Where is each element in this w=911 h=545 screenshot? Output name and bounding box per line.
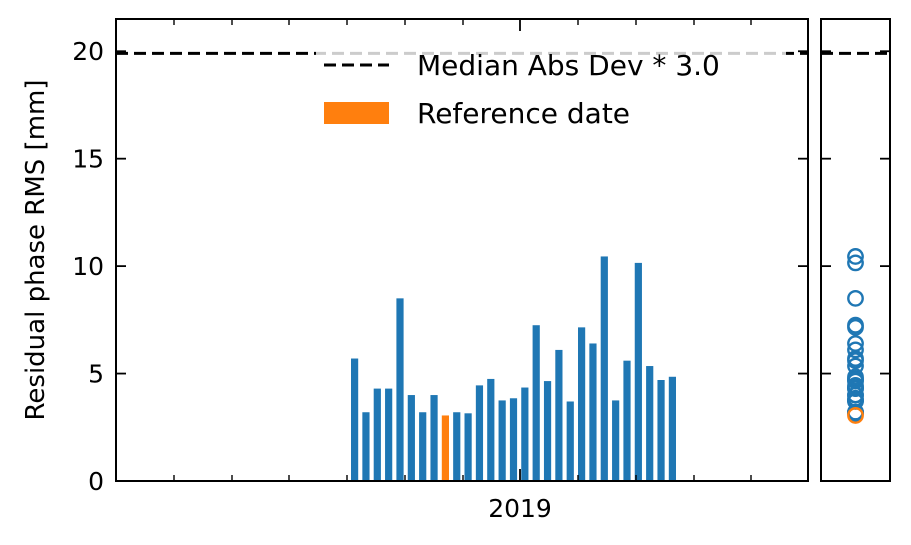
- y-tick-label: 0: [88, 467, 104, 496]
- bar: [657, 380, 665, 481]
- bar: [509, 398, 518, 481]
- bar: [453, 412, 461, 481]
- legend-background: [316, 40, 786, 135]
- scatter-point: [847, 289, 864, 307]
- bar: [362, 412, 370, 481]
- scatter-point: [847, 254, 864, 272]
- bar: [589, 343, 597, 481]
- legend-threshold-label: Median Abs Dev * 3.0: [417, 49, 720, 82]
- x-tick-label: 2019: [488, 494, 552, 523]
- bar: [385, 388, 393, 481]
- bar: [407, 395, 415, 481]
- y-axis-label: Residual phase RMS [mm]: [21, 80, 51, 421]
- bar: [612, 400, 620, 481]
- legend-reference-label: Reference date: [417, 97, 630, 130]
- y-tick-label: 15: [72, 145, 104, 174]
- bar: [521, 387, 529, 481]
- bar: [634, 262, 642, 481]
- scatter-point: [847, 248, 864, 265]
- bar: [419, 412, 427, 481]
- bar: [464, 413, 472, 481]
- bar: [487, 378, 495, 481]
- bar-reference: [441, 415, 449, 481]
- scatter-point: [847, 368, 864, 386]
- bar: [623, 360, 631, 481]
- bar: [600, 256, 608, 481]
- bar: [373, 388, 381, 481]
- bar: [396, 298, 404, 481]
- bar: [532, 325, 540, 481]
- legend: Median Abs Dev * 3.0 Reference date: [316, 40, 786, 135]
- scatter-point: [847, 341, 864, 359]
- bar: [578, 327, 586, 481]
- scatter-point: [847, 318, 864, 336]
- bar: [351, 358, 359, 481]
- y-tick-label: 5: [88, 360, 104, 389]
- scatter-point: [847, 352, 864, 370]
- scatter-point: [847, 335, 864, 352]
- side-plot-frame: [820, 18, 891, 482]
- bar: [498, 400, 506, 481]
- bar: [543, 381, 552, 481]
- bar: [566, 401, 574, 481]
- bar: [646, 366, 654, 481]
- main-plot-frame: [115, 18, 809, 482]
- y-tick-label: 10: [72, 252, 104, 281]
- legend-reference-swatch: [324, 102, 389, 124]
- scatter-point-reference: [847, 407, 864, 424]
- bar: [555, 349, 563, 481]
- axes: 0 5 10 15 20: [72, 18, 891, 496]
- y-tick-label: 20: [72, 37, 104, 66]
- bar: [668, 376, 676, 481]
- bar: [430, 395, 438, 481]
- scatter-series: [847, 248, 864, 424]
- bar-series: [351, 256, 676, 481]
- bar: [475, 385, 484, 481]
